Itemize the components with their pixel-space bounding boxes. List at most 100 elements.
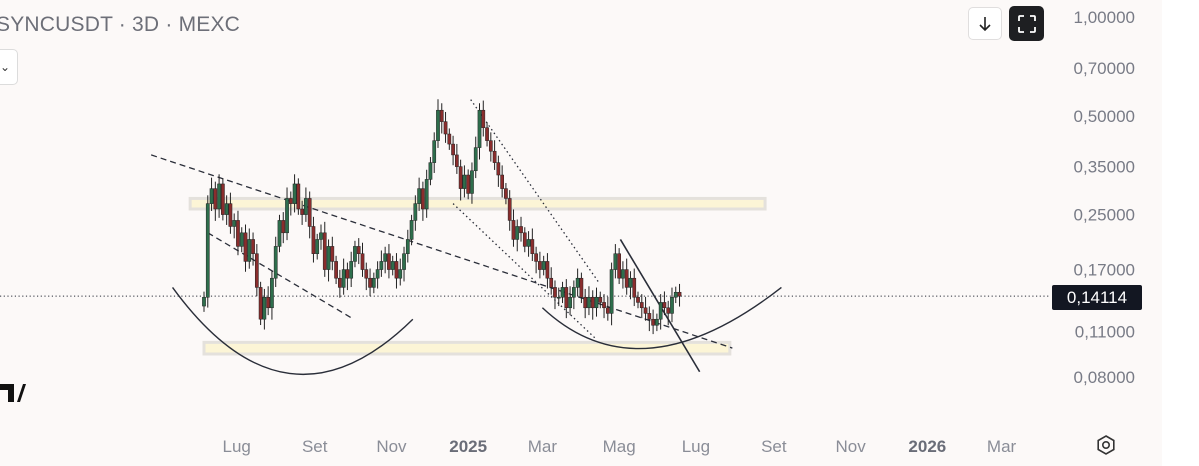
bull-candle — [379, 261, 384, 270]
bear-candle — [662, 302, 667, 309]
bull-candle — [383, 253, 388, 262]
x-tick-label: Mar — [987, 437, 1017, 456]
bull-candle — [209, 188, 214, 204]
bear-candle — [266, 296, 271, 309]
bear-candle — [488, 140, 493, 152]
bull-candle — [628, 277, 633, 288]
bear-candle — [458, 166, 463, 189]
bull-candle — [673, 291, 678, 298]
bull-candle — [477, 109, 482, 148]
y-tick-label: 0,25000 — [1074, 206, 1135, 225]
x-tick-label: 2026 — [908, 437, 946, 456]
bull-candle — [319, 232, 323, 240]
bear-candle — [598, 296, 603, 303]
bear-candle — [330, 246, 335, 262]
dotted-trendline — [470, 99, 600, 284]
collapse-toggle-button[interactable]: ⌄ — [0, 49, 18, 85]
bear-candle — [281, 220, 286, 234]
bull-candle — [353, 246, 357, 262]
bull-candle — [556, 296, 561, 299]
bull-candle — [428, 162, 433, 180]
bear-candle — [538, 261, 542, 270]
bear-candle — [221, 183, 225, 215]
bear-candle — [254, 253, 259, 288]
bull-candle — [371, 277, 376, 288]
bear-candle — [300, 208, 304, 215]
bear-candle — [530, 239, 535, 254]
bull-candle — [273, 246, 278, 279]
settings-icon[interactable] — [1095, 434, 1117, 456]
annotation-zones — [188, 196, 767, 356]
bull-candle — [413, 203, 418, 221]
y-tick-label: 0,35000 — [1074, 158, 1135, 177]
bear-candle — [636, 296, 640, 303]
bull-candle — [575, 277, 580, 288]
dashed-trendline — [207, 232, 355, 320]
bear-candle — [251, 239, 255, 254]
price-chart[interactable]: 1,00000 0,70000 0,50000 0,35000 0,25000 0,170… — [0, 0, 1162, 466]
bear-candle — [228, 203, 233, 227]
y-tick-label: 0,11000 — [1075, 323, 1135, 342]
bull-candle — [560, 287, 565, 298]
bear-candle — [322, 232, 327, 270]
bull-candle — [402, 253, 406, 270]
bull-candle — [417, 188, 421, 204]
bull-candle — [262, 296, 267, 320]
bear-candle — [579, 277, 584, 298]
bear-candle — [296, 183, 301, 210]
x-tick-label: Nov — [376, 437, 407, 456]
lower-support-zone — [202, 340, 732, 356]
bear-candle — [496, 162, 501, 176]
bull-candle — [670, 296, 674, 314]
bear-candle — [364, 269, 369, 279]
fullscreen-icon — [1017, 14, 1036, 33]
separator-dot: · — [165, 13, 173, 36]
bull-candle — [541, 261, 546, 270]
bear-candle — [500, 174, 504, 189]
bear-candle — [394, 261, 399, 279]
bear-candle — [288, 198, 293, 204]
symbol-name: SYNCUSDT — [0, 13, 113, 36]
bull-candle — [224, 203, 229, 215]
bear-candle — [443, 121, 448, 135]
bear-candle — [651, 318, 655, 326]
bull-candle — [326, 246, 331, 270]
interval-label: 3D — [132, 13, 160, 36]
bull-candle — [621, 269, 625, 279]
x-tick-label: Nov — [835, 437, 866, 456]
fullscreen-button[interactable] — [1009, 6, 1044, 41]
bear-candle — [360, 253, 365, 270]
y-tick-label: 0,70000 — [1074, 59, 1135, 78]
bear-candle — [485, 127, 489, 141]
bear-candle — [583, 296, 588, 309]
x-axis: Lug Set Nov 2025 Mar Mag Lug Set Nov 2026 Mar — [223, 437, 1017, 456]
bull-candle — [277, 220, 282, 247]
y-tick-label: 0,08000 — [1074, 368, 1135, 387]
x-tick-label: 2025 — [449, 437, 487, 456]
bull-candle — [473, 147, 478, 172]
symbol-title: SYNCUSDT · 3D · MEXC — [0, 13, 240, 37]
bull-candle — [462, 174, 467, 189]
bull-candle — [436, 109, 440, 141]
bear-candle — [511, 220, 516, 240]
chevron-down-icon: ⌄ — [0, 60, 11, 74]
bull-candle — [405, 239, 410, 254]
bull-candle — [655, 318, 659, 326]
download-button[interactable] — [968, 7, 1002, 40]
bull-candle — [247, 239, 252, 262]
y-tick-label: 0,17000 — [1074, 261, 1135, 280]
bull-candle — [285, 198, 289, 234]
bear-candle — [677, 291, 682, 297]
bear-candle — [368, 277, 372, 288]
dashed-trendline — [150, 154, 733, 349]
bear-candle — [590, 296, 595, 309]
dotted-trendline — [452, 203, 596, 339]
bear-candle — [334, 261, 338, 279]
bull-candle — [470, 170, 474, 194]
x-tick-label: Mar — [528, 437, 558, 456]
bear-candle — [356, 246, 361, 254]
bull-candle — [572, 287, 576, 298]
bear-candle — [387, 253, 391, 270]
bull-candle — [270, 277, 274, 309]
bear-candle — [643, 307, 648, 314]
